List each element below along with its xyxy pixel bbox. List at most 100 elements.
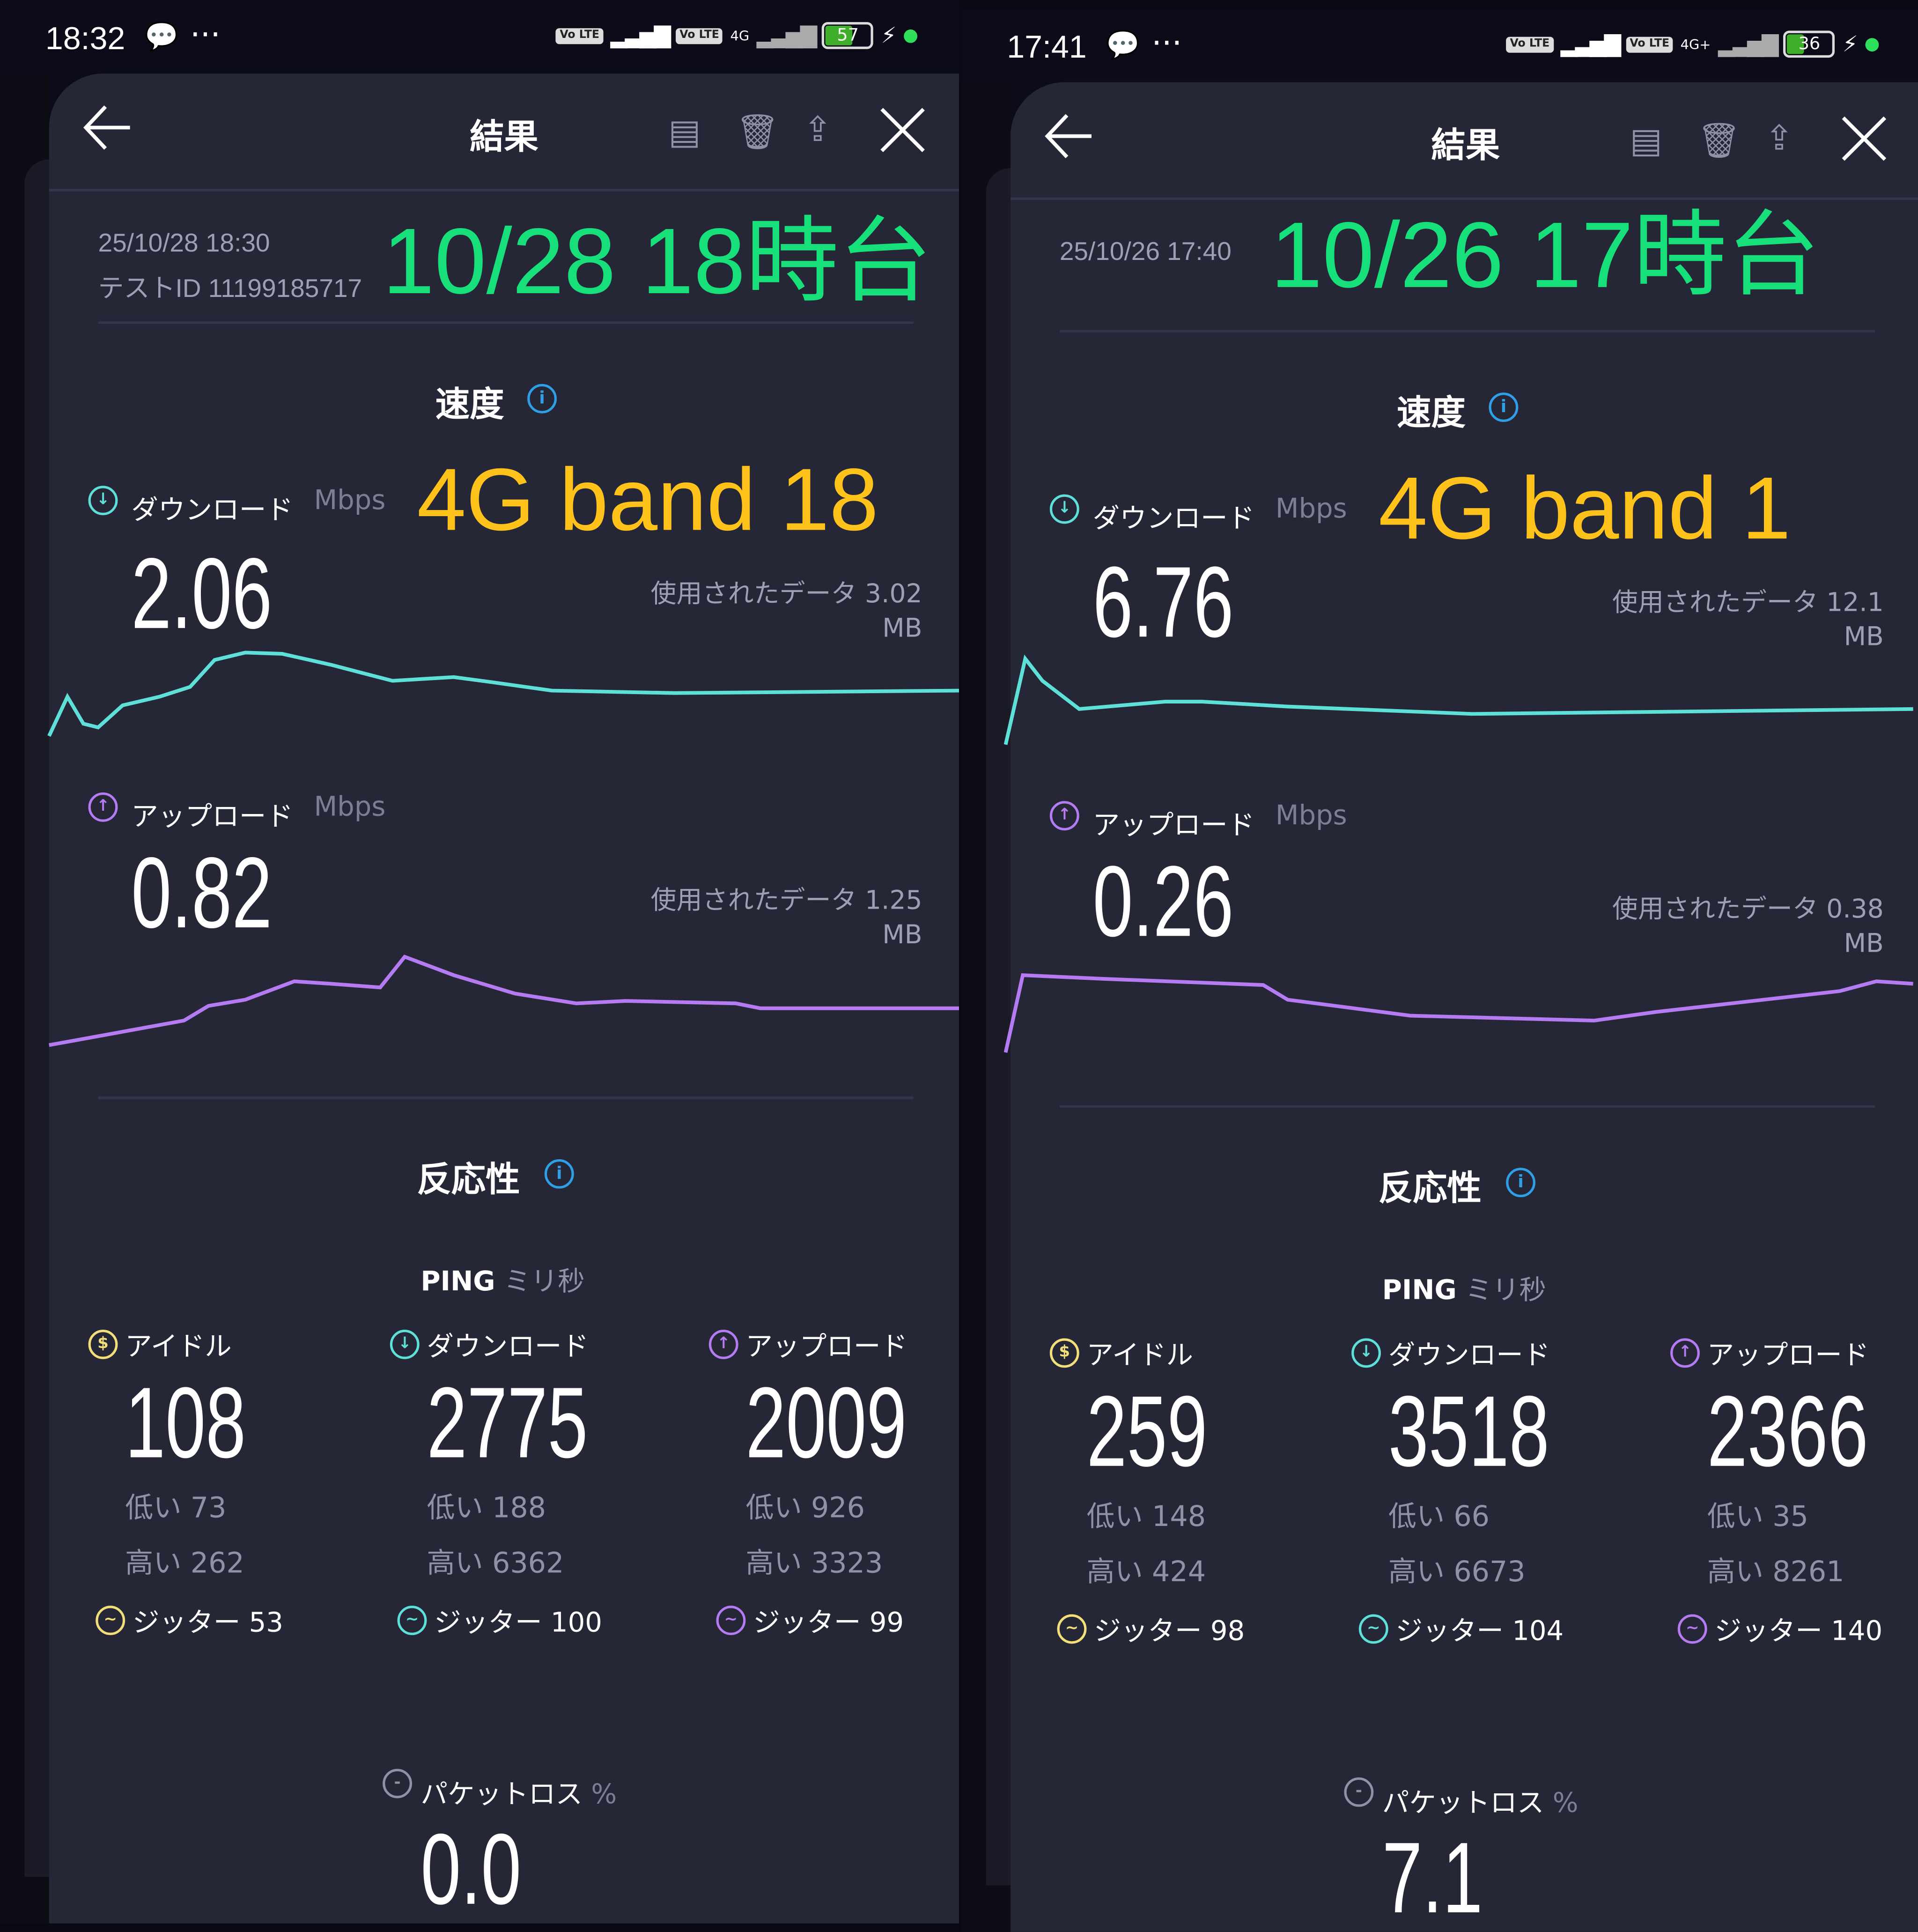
download-data-used-value: 使用されたデータ 12.1: [1612, 587, 1884, 617]
battery-fill: [1787, 34, 1804, 54]
idle-icon: $: [1049, 1338, 1079, 1368]
ping-idle-high: 高い 262: [125, 1548, 244, 1580]
upload-unit: Mbps: [1275, 801, 1347, 832]
result-card: [1011, 82, 1918, 1932]
download-label: ダウンロード: [131, 496, 293, 526]
more-notifications-icon: ···: [1151, 25, 1182, 63]
upload-data-used-unit: MB: [1844, 928, 1884, 958]
download-data-used: 使用されたデータ 3.02 MB: [651, 577, 922, 645]
ping-download-label: ダウンロード: [427, 1332, 589, 1363]
packet-loss-value: 0.0: [420, 1814, 522, 1924]
responsiveness-info-button[interactable]: i: [544, 1159, 574, 1189]
ping-upload-value: 2366: [1707, 1376, 1868, 1488]
ping-upload: ↑ アップロード 2366 低い 35 高い 8261 ~ ジッター 140: [1670, 1333, 1918, 1647]
ping-upload-label: アップロード: [745, 1332, 908, 1363]
privacy-indicator-dot: [904, 29, 918, 43]
download-icon: ↓: [88, 486, 118, 515]
ping-download-low: 低い 188: [427, 1493, 546, 1525]
ping-upload-high: 高い 8261: [1707, 1556, 1844, 1589]
packet-loss-label: パケットロス %: [1382, 1781, 1579, 1821]
close-button[interactable]: [1840, 114, 1889, 168]
download-unit: Mbps: [1275, 494, 1347, 525]
share-button[interactable]: ⇪: [1764, 118, 1794, 158]
upload-data-used: 使用されたデータ 1.25 MB: [651, 883, 922, 952]
battery-icon: 57: [822, 22, 874, 49]
battery-level: 36: [1798, 34, 1821, 54]
download-speed-line: [47, 651, 959, 737]
download-speed-value: 2.06: [131, 538, 273, 651]
ping-unit: ミリ秒: [503, 1267, 585, 1298]
upload-icon: ↑: [708, 1329, 738, 1359]
packet-loss-icon: -: [1344, 1777, 1374, 1807]
divider: [98, 1096, 914, 1099]
upload-icon: ↑: [1049, 801, 1079, 831]
ping-download-value: 2775: [427, 1368, 588, 1480]
battery-icon: 36: [1783, 30, 1835, 58]
annotation-time-label: 10/28 18時台: [383, 209, 932, 314]
divider: [1011, 197, 1918, 200]
packet-loss-label: パケットロス %: [420, 1772, 617, 1812]
ping-download-label: ダウンロード: [1388, 1340, 1550, 1372]
responsiveness-section-title: 反応性: [1378, 1168, 1482, 1208]
upload-icon: ↑: [88, 792, 118, 822]
packet-loss-icon: -: [383, 1769, 412, 1799]
ping-heading: PING ミリ秒: [420, 1260, 584, 1299]
responsiveness-section-title: 反応性: [417, 1159, 520, 1200]
packet-loss-unit: %: [591, 1780, 617, 1811]
ping-download-high: 高い 6673: [1388, 1556, 1526, 1589]
back-button[interactable]: [1042, 109, 1096, 168]
packet-loss-value: 7.1: [1382, 1822, 1483, 1932]
ping-idle: $ アイドル 108 低い 73 高い 262 ~ ジッター 53: [88, 1325, 395, 1639]
details-button[interactable]: ▤: [668, 111, 701, 152]
share-button[interactable]: ⇪: [803, 109, 832, 150]
jitter-icon: ~: [96, 1606, 125, 1636]
close-icon: [880, 108, 925, 152]
jitter-icon: ~: [1677, 1614, 1707, 1644]
upload-data-used-unit: MB: [882, 920, 922, 950]
download-icon: ↓: [1351, 1338, 1381, 1368]
speed-info-button[interactable]: i: [1489, 392, 1519, 422]
ping-upload: ↑ アップロード 2009 低い 926 高い 3323 ~ ジッター 99: [708, 1325, 959, 1639]
speedtest-result-panel: 18:32 💬 ··· Vo LTE ▂▃▅▇ Vo LTE 4G ▂▃▅▇ 5…: [0, 0, 959, 1924]
ping-download-value: 3518: [1388, 1376, 1549, 1488]
delete-button[interactable]: 🗑: [1697, 120, 1741, 161]
download-icon: ↓: [390, 1329, 420, 1359]
status-time: 17:41: [1007, 28, 1087, 65]
ping-idle-jitter: ジッター 98: [1094, 1616, 1245, 1648]
delete-button[interactable]: 🗑: [736, 111, 780, 152]
divider: [1059, 1105, 1875, 1108]
upload-speed-line: [1003, 973, 1913, 1053]
responsiveness-info-button[interactable]: i: [1506, 1168, 1535, 1198]
divider: [98, 321, 914, 324]
result-card: [49, 74, 959, 1924]
network-type: 4G: [730, 27, 750, 44]
ping-upload-low: 低い 35: [1707, 1501, 1808, 1533]
ping-unit: ミリ秒: [1465, 1275, 1547, 1307]
divider: [1059, 330, 1875, 333]
test-id: テストID 11199185717: [98, 274, 362, 303]
details-button[interactable]: ▤: [1630, 120, 1662, 161]
upload-speed-line: [49, 955, 959, 1047]
test-date: 25/10/28 18:30: [98, 229, 270, 258]
charging-icon: ⚡: [1842, 31, 1858, 57]
close-button[interactable]: [878, 105, 927, 159]
ping-idle: $ アイドル 259 低い 148 高い 424 ~ ジッター 98: [1049, 1333, 1357, 1647]
battery-level: 57: [837, 25, 859, 45]
speedtest-result-panel: 17:41 💬 ··· Vo LTE ▂▃▅▇ Vo LTE 4G+ ▂▃▅▇ …: [961, 8, 1918, 1932]
download-data-used: 使用されたデータ 12.1 MB: [1612, 585, 1884, 654]
upload-icon: ↑: [1670, 1338, 1700, 1368]
signal-icon: ▂▃▅▇: [756, 22, 817, 49]
arrow-left-icon: [1045, 114, 1092, 158]
close-icon: [1842, 116, 1887, 161]
jitter-icon: ~: [1358, 1614, 1388, 1644]
ping-download-jitter: ジッター 100: [434, 1608, 602, 1639]
annotation-time-label: 10/26 17時台: [1270, 203, 1820, 308]
network-type: 4G+: [1680, 36, 1711, 52]
upload-speed-value: 0.82: [131, 837, 273, 950]
speed-info-button[interactable]: i: [527, 384, 557, 414]
jitter-icon: ~: [397, 1606, 427, 1636]
back-button[interactable]: [81, 101, 135, 160]
speed-graphs: [1003, 654, 1913, 1053]
page-title: 結果: [1431, 125, 1500, 166]
